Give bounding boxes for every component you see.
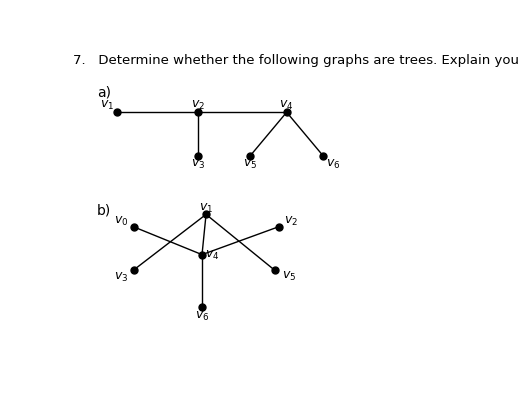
Text: $\mathit{v}_{2}$: $\mathit{v}_{2}$ xyxy=(191,99,205,112)
Text: $\mathit{v}_{1}$: $\mathit{v}_{1}$ xyxy=(199,202,213,215)
Text: $\mathit{v}_{3}$: $\mathit{v}_{3}$ xyxy=(191,157,205,170)
Text: $\mathit{v}_{4}$: $\mathit{v}_{4}$ xyxy=(205,249,219,261)
Text: $\mathit{v}_{4}$: $\mathit{v}_{4}$ xyxy=(279,99,294,112)
Text: a): a) xyxy=(97,85,111,99)
Text: $\mathit{v}_{6}$: $\mathit{v}_{6}$ xyxy=(326,157,340,170)
Text: 7.   Determine whether the following graphs are trees. Explain your answer.: 7. Determine whether the following graph… xyxy=(73,54,520,67)
Text: $\mathit{v}_{5}$: $\mathit{v}_{5}$ xyxy=(281,269,296,283)
Text: $\mathit{v}_{5}$: $\mathit{v}_{5}$ xyxy=(243,157,257,170)
Text: $\mathit{v}_{1}$: $\mathit{v}_{1}$ xyxy=(100,99,114,112)
Text: $\mathit{v}_{6}$: $\mathit{v}_{6}$ xyxy=(195,309,209,322)
Text: $\mathit{v}_{2}$: $\mathit{v}_{2}$ xyxy=(284,214,297,227)
Text: b): b) xyxy=(97,203,111,217)
Text: $\mathit{v}_{0}$: $\mathit{v}_{0}$ xyxy=(114,214,128,227)
Text: $\mathit{v}_{3}$: $\mathit{v}_{3}$ xyxy=(114,271,128,284)
